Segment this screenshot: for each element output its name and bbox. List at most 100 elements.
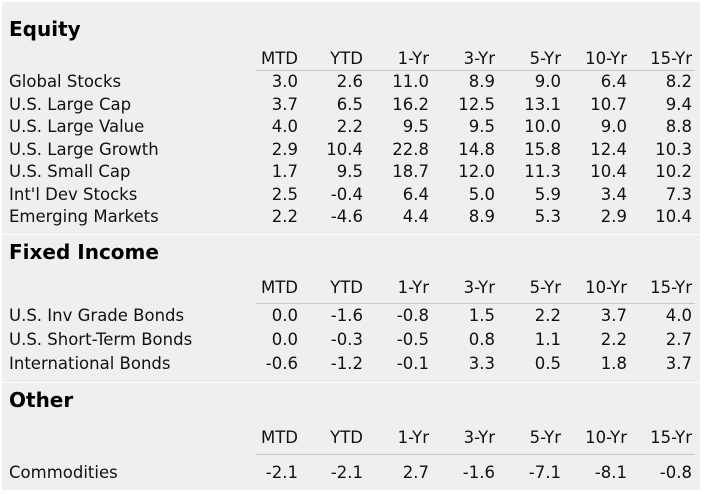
row-label: U.S. Inv Grade Bonds bbox=[9, 306, 185, 325]
section-title-equity: Equity bbox=[9, 17, 81, 41]
cell-1yr: 11.0 bbox=[392, 72, 429, 91]
cell-5yr: 2.2 bbox=[534, 306, 561, 325]
section-title-fixed-income: Fixed Income bbox=[9, 240, 159, 264]
cell-3yr: 0.8 bbox=[468, 330, 495, 349]
cell-10yr: 1.8 bbox=[600, 354, 627, 373]
cell-ytd: 9.5 bbox=[336, 162, 363, 181]
cell-10yr: 3.7 bbox=[600, 306, 627, 325]
cell-mtd: 3.7 bbox=[271, 94, 298, 114]
col-header-15yr: 15-Yr bbox=[650, 49, 692, 68]
table-row: U.S. Small Cap 1.7 9.5 18.7 12.0 11.3 10… bbox=[2, 161, 700, 183]
col-header-mtd: MTD bbox=[260, 278, 298, 297]
header-row-other: MTD YTD 1-Yr 3-Yr 5-Yr 10-Yr 15-Yr bbox=[2, 427, 700, 449]
cell-15yr: 3.7 bbox=[665, 354, 692, 373]
cell-ytd: 10.4 bbox=[326, 139, 363, 159]
table-row: Commodities -2.1 -2.1 2.7 -1.6 -7.1 -8.1… bbox=[2, 462, 700, 484]
col-header-mtd: MTD bbox=[260, 49, 298, 68]
row-label: U.S. Short-Term Bonds bbox=[9, 330, 193, 349]
cell-10yr: -8.1 bbox=[594, 463, 627, 482]
header-rule bbox=[256, 303, 695, 304]
col-header-15yr: 15-Yr bbox=[650, 428, 692, 447]
col-header-10yr: 10-Yr bbox=[585, 428, 627, 447]
col-header-3yr: 3-Yr bbox=[463, 49, 495, 68]
row-label: U.S. Large Cap bbox=[9, 94, 132, 114]
col-header-3yr: 3-Yr bbox=[463, 278, 495, 297]
col-header-ytd: YTD bbox=[330, 278, 363, 297]
cell-10yr: 3.4 bbox=[600, 184, 627, 204]
cell-3yr: -1.6 bbox=[462, 463, 495, 482]
col-header-1yr: 1-Yr bbox=[397, 278, 429, 297]
cell-1yr: 4.4 bbox=[402, 207, 429, 226]
cell-15yr: 8.2 bbox=[665, 72, 692, 91]
col-header-10yr: 10-Yr bbox=[585, 278, 627, 297]
table-row: U.S. Inv Grade Bonds 0.0 -1.6 -0.8 1.5 2… bbox=[2, 305, 700, 327]
table-row: International Bonds -0.6 -1.2 -0.1 3.3 0… bbox=[2, 353, 700, 375]
col-header-5yr: 5-Yr bbox=[529, 428, 561, 447]
header-rule bbox=[256, 70, 695, 71]
cell-3yr: 3.3 bbox=[468, 354, 495, 373]
header-row-fixed-income: MTD YTD 1-Yr 3-Yr 5-Yr 10-Yr 15-Yr bbox=[2, 277, 700, 299]
cell-ytd: -0.4 bbox=[330, 184, 363, 204]
header-row-equity: MTD YTD 1-Yr 3-Yr 5-Yr 10-Yr 15-Yr bbox=[2, 48, 700, 70]
col-header-3yr: 3-Yr bbox=[463, 428, 495, 447]
cell-5yr: 10.0 bbox=[524, 117, 561, 136]
header-rule bbox=[256, 454, 695, 455]
cell-3yr: 1.5 bbox=[468, 306, 495, 325]
cell-mtd: 0.0 bbox=[271, 330, 298, 349]
cell-3yr: 9.5 bbox=[468, 117, 495, 136]
cell-15yr: 10.4 bbox=[655, 207, 692, 226]
col-header-10yr: 10-Yr bbox=[585, 49, 627, 68]
cell-15yr: 10.2 bbox=[655, 162, 692, 181]
cell-15yr: -0.8 bbox=[659, 463, 692, 482]
cell-1yr: -0.5 bbox=[396, 330, 429, 349]
table-row: U.S. Large Cap 3.7 6.5 16.2 12.5 13.1 10… bbox=[2, 94, 700, 116]
returns-table: Equity MTD YTD 1-Yr 3-Yr 5-Yr 10-Yr 15-Y… bbox=[2, 2, 700, 490]
col-header-1yr: 1-Yr bbox=[397, 428, 429, 447]
cell-5yr: -7.1 bbox=[528, 463, 561, 482]
cell-15yr: 4.0 bbox=[665, 306, 692, 325]
cell-ytd: -4.6 bbox=[330, 207, 363, 226]
section-divider bbox=[2, 382, 700, 383]
table-row: Emerging Markets 2.2 -4.6 4.4 8.9 5.3 2.… bbox=[2, 206, 700, 228]
cell-3yr: 14.8 bbox=[458, 139, 495, 159]
row-label: Commodities bbox=[9, 463, 118, 482]
cell-5yr: 0.5 bbox=[534, 354, 561, 373]
row-label: U.S. Large Growth bbox=[9, 139, 159, 159]
cell-1yr: 9.5 bbox=[402, 117, 429, 136]
cell-15yr: 8.8 bbox=[665, 117, 692, 136]
cell-15yr: 9.4 bbox=[665, 94, 692, 114]
cell-3yr: 12.0 bbox=[458, 162, 495, 181]
cell-1yr: -0.1 bbox=[396, 354, 429, 373]
row-label: U.S. Small Cap bbox=[9, 162, 131, 181]
table-row: Int'l Dev Stocks 2.5 -0.4 6.4 5.0 5.9 3.… bbox=[2, 184, 700, 206]
cell-ytd: -2.1 bbox=[330, 463, 363, 482]
cell-10yr: 12.4 bbox=[590, 139, 627, 159]
cell-1yr: 18.7 bbox=[392, 162, 429, 181]
cell-15yr: 2.7 bbox=[665, 330, 692, 349]
row-label: Int'l Dev Stocks bbox=[9, 184, 138, 204]
cell-10yr: 10.7 bbox=[590, 94, 627, 114]
cell-5yr: 5.3 bbox=[534, 207, 561, 226]
table-row: U.S. Short-Term Bonds 0.0 -0.3 -0.5 0.8 … bbox=[2, 329, 700, 351]
cell-mtd: 1.7 bbox=[271, 162, 298, 181]
cell-1yr: 16.2 bbox=[392, 94, 429, 114]
cell-3yr: 8.9 bbox=[468, 207, 495, 226]
cell-10yr: 10.4 bbox=[590, 162, 627, 181]
table-row: U.S. Large Value 4.0 2.2 9.5 9.5 10.0 9.… bbox=[2, 116, 700, 138]
col-header-mtd: MTD bbox=[260, 428, 298, 447]
cell-1yr: 6.4 bbox=[402, 184, 429, 204]
cell-mtd: -0.6 bbox=[265, 354, 298, 373]
row-label: International Bonds bbox=[9, 354, 171, 373]
row-label: Emerging Markets bbox=[9, 207, 159, 226]
cell-ytd: -1.6 bbox=[330, 306, 363, 325]
cell-ytd: 2.2 bbox=[336, 117, 363, 136]
col-header-1yr: 1-Yr bbox=[397, 49, 429, 68]
cell-3yr: 12.5 bbox=[458, 94, 495, 114]
cell-5yr: 1.1 bbox=[534, 330, 561, 349]
cell-mtd: -2.1 bbox=[265, 463, 298, 482]
cell-1yr: -0.8 bbox=[396, 306, 429, 325]
cell-5yr: 11.3 bbox=[524, 162, 561, 181]
cell-1yr: 22.8 bbox=[392, 139, 429, 159]
col-header-15yr: 15-Yr bbox=[650, 278, 692, 297]
cell-10yr: 9.0 bbox=[600, 117, 627, 136]
